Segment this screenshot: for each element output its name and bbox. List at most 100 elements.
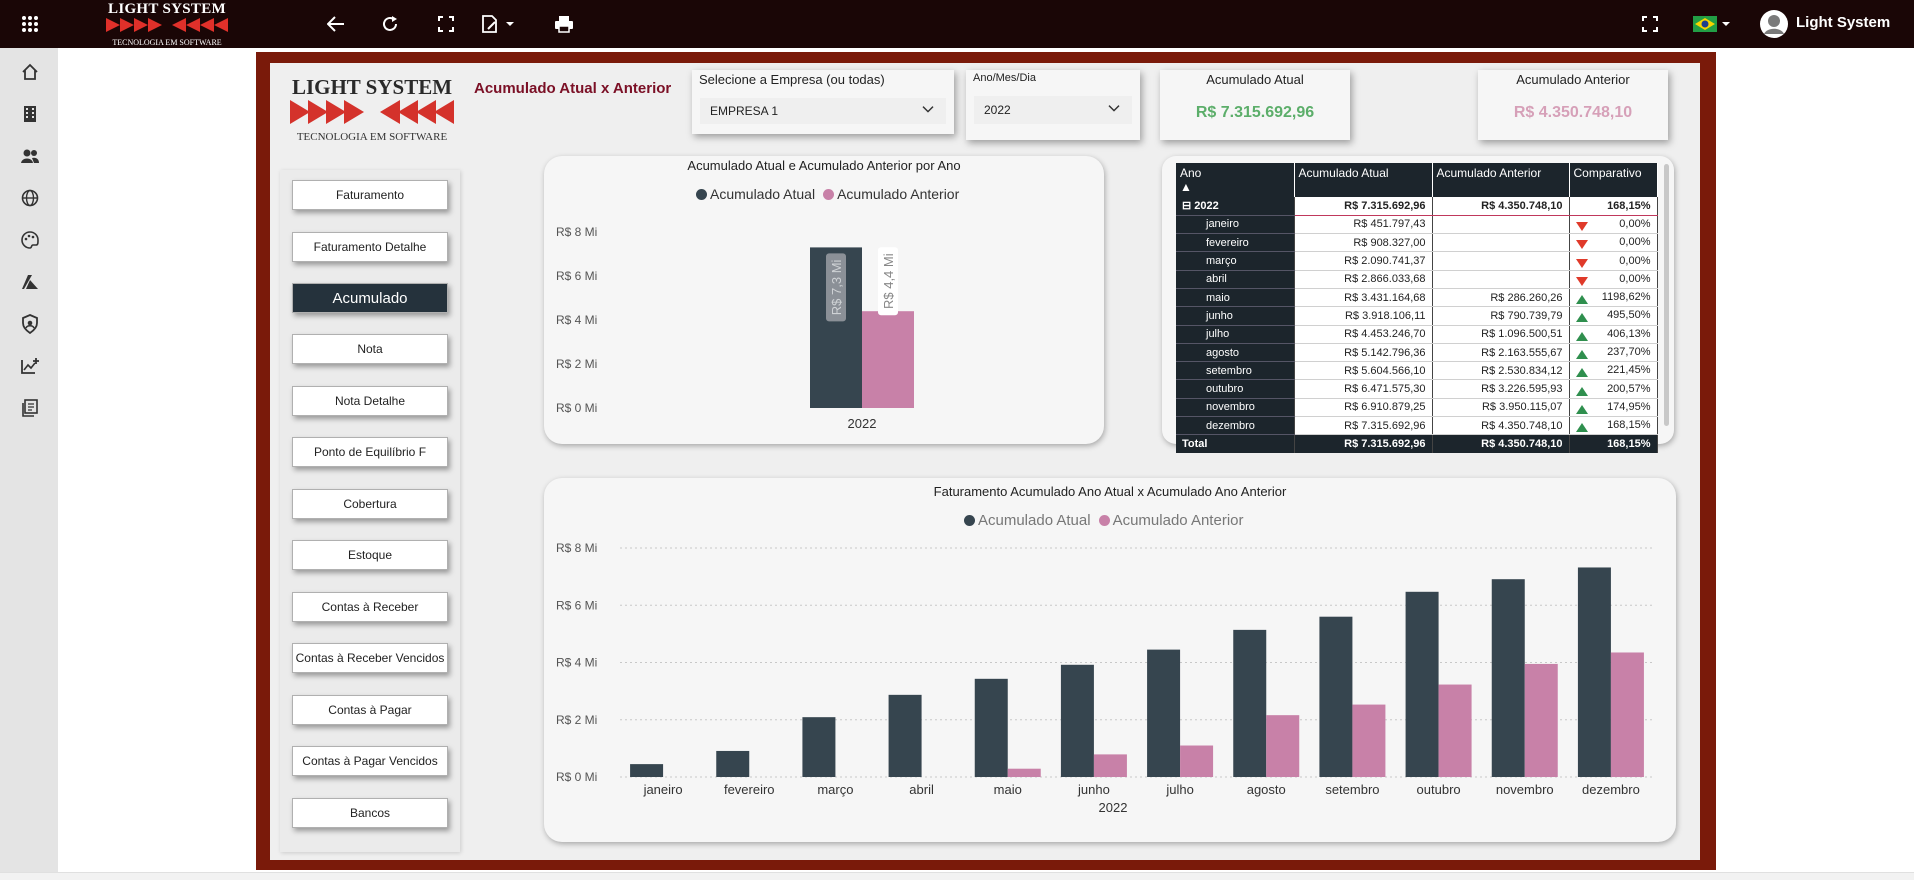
table-row[interactable]: abril R$ 2.866.033,68 0,00%: [1176, 270, 1658, 289]
bar-acumulado-atual: [888, 694, 922, 777]
y-tick-label: R$ 4 Mi: [556, 313, 597, 327]
nav-button-contas-à-pagar[interactable]: Contas à Pagar: [292, 695, 448, 725]
yearly-chart-visual: Acumulado Atual e Acumulado Anterior por…: [544, 156, 1104, 444]
bar-acumulado-atual: [1060, 664, 1094, 777]
table-row[interactable]: dezembro R$ 7.315.692,96 R$ 4.350.748,10 16…: [1176, 416, 1658, 436]
matrix-cell-comparativo: 168,15%: [1569, 416, 1658, 436]
matrix-header-atual[interactable]: Acumulado Atual: [1294, 163, 1433, 197]
top-logo: LIGHT SYSTEM TECNOLOGIA EM SOFTWARE: [104, 2, 230, 47]
date-dropdown[interactable]: 2022: [974, 96, 1132, 124]
azure-icon[interactable]: [19, 271, 41, 293]
building-icon[interactable]: [19, 103, 41, 125]
bar-acumulado-anterior: [1524, 663, 1558, 777]
x-tick-label: abril: [909, 782, 934, 797]
nav-button-contas-à-receber-vencidos[interactable]: Contas à Receber Vencidos: [292, 643, 448, 673]
table-row[interactable]: outubro R$ 6.471.575,30 R$ 3.226.595,93 200…: [1176, 379, 1658, 399]
shield-icon[interactable]: [19, 313, 41, 335]
back-arrow-icon[interactable]: [322, 0, 350, 48]
chart-add-icon[interactable]: [19, 355, 41, 377]
date-slicer-label: Ano/Mes/Dia: [973, 72, 1036, 84]
nav-button-contas-à-receber[interactable]: Contas à Receber: [292, 592, 448, 622]
top-bar: LIGHT SYSTEM TECNOLOGIA EM SOFTWARE Ligh…: [0, 0, 1914, 48]
company-slicer: Selecione a Empresa (ou todas) EMPRESA 1: [692, 70, 954, 134]
matrix-cell-anterior: R$ 4.350.748,10: [1432, 416, 1570, 436]
refresh-icon[interactable]: [376, 0, 404, 48]
home-icon[interactable]: [19, 61, 41, 83]
table-row[interactable]: agosto R$ 5.142.796,36 R$ 2.163.555,67 237,…: [1176, 343, 1658, 363]
matrix-cell-atual: R$ 908.327,00: [1294, 233, 1433, 253]
nav-button-estoque[interactable]: Estoque: [292, 540, 448, 570]
monthly-chart-title: Faturamento Acumulado Ano Atual x Acumul…: [933, 484, 1287, 499]
matrix-cell-anterior: R$ 286.260,26: [1432, 288, 1570, 308]
user-name[interactable]: Light System: [1796, 14, 1891, 31]
company-dropdown[interactable]: EMPRESA 1: [700, 98, 946, 124]
x-tick-label: março: [817, 782, 853, 797]
table-row[interactable]: novembro R$ 6.910.879,25 R$ 3.950.115,07 17…: [1176, 398, 1658, 418]
nav-button-bancos[interactable]: Bancos: [292, 798, 448, 828]
table-row[interactable]: maio R$ 3.431.164,68 R$ 286.260,26 1198,62%: [1176, 288, 1658, 308]
card-acumulado-atual: Acumulado Atual R$ 7.315.692,96: [1160, 70, 1350, 140]
matrix-month-label: janeiro: [1176, 215, 1295, 235]
globe-icon[interactable]: [19, 187, 41, 209]
table-row[interactable]: janeiro R$ 451.797,43 0,00%: [1176, 215, 1658, 235]
comparativo-value: 406,13%: [1607, 327, 1651, 340]
matrix-header-label: Ano: [1180, 166, 1202, 180]
apps-grid-icon[interactable]: [18, 0, 42, 48]
nav-button-cobertura[interactable]: Cobertura: [292, 489, 448, 519]
legend-label: Acumulado Anterior: [837, 186, 960, 202]
fullscreen-icon[interactable]: [432, 0, 460, 48]
edit-document-icon[interactable]: [478, 0, 518, 48]
matrix-month-label: junho: [1176, 306, 1295, 326]
nav-button-faturamento-detalhe[interactable]: Faturamento Detalhe: [292, 232, 448, 262]
print-icon[interactable]: [550, 0, 578, 48]
card-acumulado-anterior: Acumulado Anterior R$ 4.350.748,10: [1478, 70, 1668, 140]
users-icon[interactable]: [19, 145, 41, 167]
nav-button-faturamento[interactable]: Faturamento: [292, 180, 448, 210]
y-tick-label: R$ 8 Mi: [556, 541, 597, 555]
nav-button-nota-detalhe[interactable]: Nota Detalhe: [292, 386, 448, 416]
matrix-cell-anterior: R$ 1.096.500,51: [1432, 325, 1570, 344]
monthly-chart-visual: Faturamento Acumulado Ano Atual x Acumul…: [544, 478, 1676, 842]
x-tick-label: setembro: [1325, 782, 1379, 797]
legend-label: Acumulado Atual: [978, 512, 1091, 529]
table-row[interactable]: fevereiro R$ 908.327,00 0,00%: [1176, 233, 1658, 253]
arrow-down-icon: [1575, 240, 1588, 250]
nav-button-nota[interactable]: Nota: [292, 334, 448, 364]
table-row[interactable]: junho R$ 3.918.106,11 R$ 790.739,79 495,50%: [1176, 306, 1658, 326]
bar-acumulado-anterior: [1610, 652, 1644, 777]
nav-button-acumulado[interactable]: Acumulado: [292, 283, 448, 313]
report-title: Acumulado Atual x Anterior: [474, 80, 672, 97]
matrix-year-cell: ⊟ 2022: [1176, 197, 1295, 216]
matrix-cell-atual: R$ 6.471.575,30: [1294, 379, 1433, 399]
table-row[interactable]: setembro R$ 5.604.566,10 R$ 2.530.834,12 22…: [1176, 361, 1658, 381]
matrix-cell-anterior: [1432, 215, 1570, 235]
matrix-year-row[interactable]: ⊟ 2022 R$ 7.315.692,96 R$ 4.350.748,10 168,…: [1176, 197, 1658, 216]
legend-label: Acumulado Anterior: [1112, 512, 1244, 529]
arrow-up-icon: [1575, 404, 1588, 414]
bar-acumulado-atual: [974, 678, 1008, 777]
table-row[interactable]: março R$ 2.090.741,37 0,00%: [1176, 251, 1658, 271]
matrix-year-label: 2022: [1194, 200, 1219, 213]
avatar-icon[interactable]: [1758, 0, 1790, 48]
fullscreen-icon[interactable]: [1636, 0, 1664, 48]
nav-button-contas-à-pagar-vencidos[interactable]: Contas à Pagar Vencidos: [292, 746, 448, 776]
reports-icon[interactable]: [19, 397, 41, 419]
matrix-cell-comparativo: 221,45%: [1569, 361, 1658, 381]
matrix-header-comparativo[interactable]: Comparativo: [1569, 163, 1658, 197]
comparativo-value: 0,00%: [1619, 236, 1651, 249]
table-row[interactable]: julho R$ 4.453.246,70 R$ 1.096.500,51 406,1…: [1176, 325, 1658, 344]
palette-icon[interactable]: [19, 229, 41, 251]
y-tick-label: R$ 6 Mi: [556, 598, 597, 612]
data-label-bg: [826, 253, 846, 322]
nav-button-ponto-de-equilíbrio-f[interactable]: Ponto de Equilíbrio F: [292, 437, 448, 467]
matrix-month-label: fevereiro: [1176, 233, 1295, 253]
matrix-header-ano[interactable]: Ano ▲: [1176, 163, 1295, 197]
brazil-flag-icon[interactable]: [1690, 0, 1734, 48]
collapse-icon[interactable]: ⊟: [1182, 200, 1195, 213]
arrow-down-icon: [1575, 276, 1588, 286]
matrix-scrollbar[interactable]: [1664, 164, 1669, 426]
matrix-cell-atual: R$ 451.797,43: [1294, 215, 1433, 235]
data-label-group: R$ 7,3 Mi: [826, 253, 846, 322]
arrow-up-icon: [1575, 386, 1588, 396]
matrix-header-anterior[interactable]: Acumulado Anterior: [1432, 163, 1570, 197]
